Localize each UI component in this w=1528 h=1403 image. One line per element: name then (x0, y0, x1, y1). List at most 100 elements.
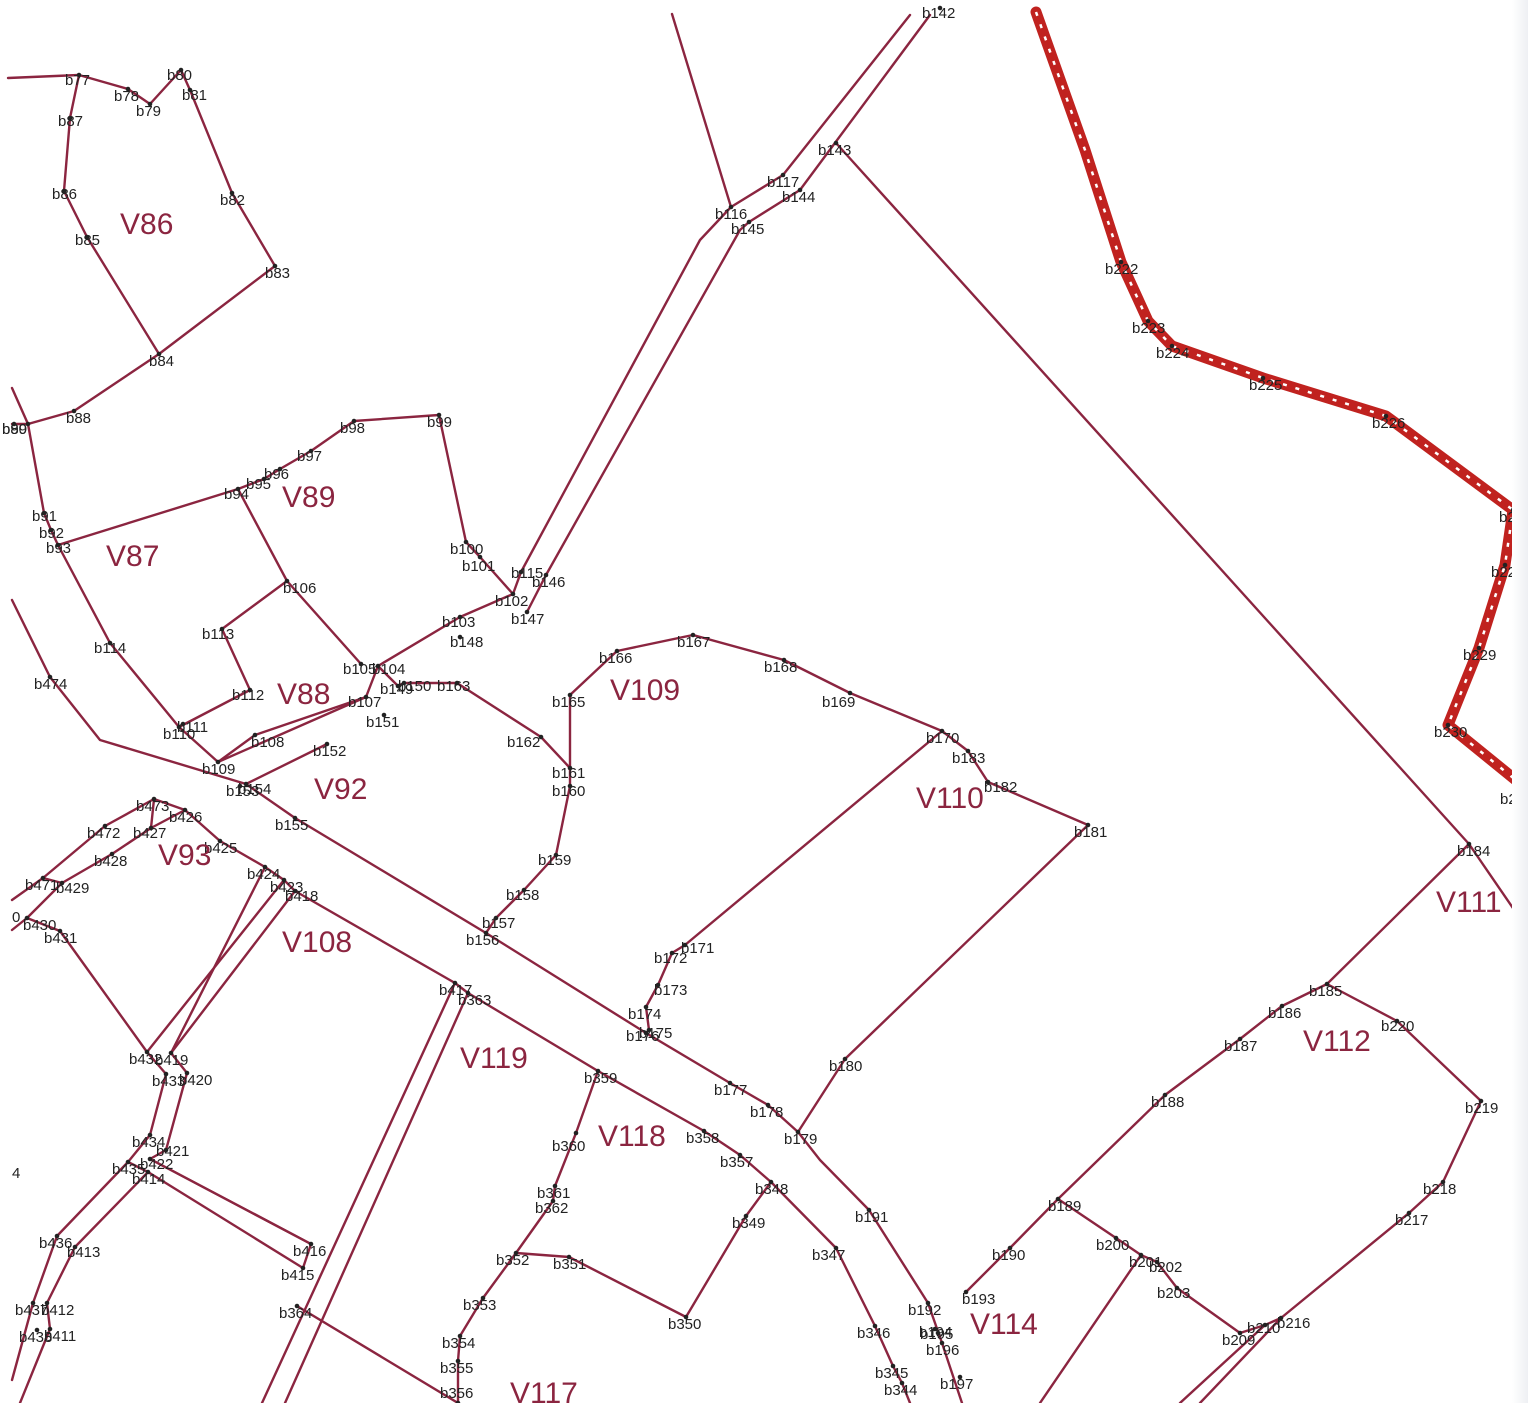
boundary-line (244, 782, 964, 1403)
parcel-label-V108: V108 (282, 926, 352, 959)
vertex-b411 (47, 1326, 53, 1332)
vertex-label-b203: b203 (1157, 1285, 1190, 1302)
vertex-b209 (1237, 1330, 1243, 1336)
parcel-label-V117: V117 (510, 1377, 578, 1403)
vertex-b419 (168, 1050, 174, 1056)
boundary-line (729, 13, 912, 209)
vertex-b424 (262, 864, 268, 870)
vertex-b93 (55, 542, 61, 548)
boundary-line (18, 1160, 150, 1403)
vertex-b90 (11, 421, 17, 427)
vertex-label-b428: b428 (94, 853, 127, 870)
vertex-b225 (1260, 375, 1266, 381)
vertex-label-b216: b216 (1277, 1315, 1310, 1332)
vertex-label-b430: b430 (23, 917, 56, 934)
vertex-b228 (1502, 562, 1508, 568)
vertex-label-b107: b107 (348, 694, 381, 711)
vertex-label-b162: b162 (507, 734, 540, 751)
vertex-b431 (57, 928, 63, 934)
vertex-label-b88: b88 (66, 410, 91, 427)
boundary-line (216, 664, 572, 770)
vertex-b181 (1085, 822, 1091, 828)
vertex-label-b109: b109 (202, 761, 235, 778)
vertex-b79 (147, 101, 153, 107)
vertex-b361 (552, 1183, 558, 1189)
vertex-label-b159: b159 (538, 852, 571, 869)
vertex-label-b161: b161 (552, 765, 585, 782)
vertex-label-b358: b358 (686, 1130, 719, 1147)
vertex-label-b146: b146 (532, 574, 565, 591)
vertex-label-b348: b348 (755, 1181, 788, 1198)
vertex-b167 (690, 632, 696, 638)
vertex-b202 (1154, 1259, 1160, 1265)
vertex-b77 (76, 72, 82, 78)
vertex-b172 (669, 950, 675, 956)
vertex-label-b82: b82 (220, 192, 245, 209)
vertex-b364 (294, 1303, 300, 1309)
vertex-b160 (567, 783, 573, 789)
vertex-b96 (277, 466, 283, 472)
vertex-points (11, 5, 1528, 1403)
vertex-b423 (281, 877, 287, 883)
vertex-label-b193: b193 (962, 1291, 995, 1308)
vertex-label-b431: b431 (44, 930, 77, 947)
vertex-b99 (436, 412, 442, 418)
vertex-b101 (477, 554, 483, 560)
vertex-b349 (743, 1213, 749, 1219)
boundary-line (484, 766, 572, 935)
vertex-label-b188: b188 (1151, 1094, 1184, 1111)
vertex-b142 (937, 5, 943, 11)
vertex-b363 (465, 990, 471, 996)
vertex-label-b148: b148 (450, 634, 483, 651)
boundary-line (525, 220, 751, 614)
vertex-b360 (573, 1130, 579, 1136)
vertex-b116 (728, 204, 734, 210)
vertex-b344 (899, 1380, 905, 1386)
vertex-label-b185: b185 (1309, 983, 1342, 1000)
boundary-line (283, 991, 470, 1403)
vertex-label-b218: b218 (1423, 1181, 1456, 1198)
vertex-b191 (866, 1207, 872, 1213)
vertex-b346 (872, 1323, 878, 1329)
vertex-b216 (1278, 1315, 1284, 1321)
vertex-label-b86: b86 (52, 186, 77, 203)
vertex-b350 (683, 1314, 689, 1320)
vertex-label-b98: b98 (340, 420, 365, 437)
vertex-label-b97: b97 (297, 448, 322, 465)
vertex-label-b110: b110 (163, 726, 195, 743)
vertex-label-b84: b84 (149, 353, 174, 370)
parcel-label-V118: V118 (598, 1120, 666, 1153)
vertex-b154 (243, 781, 249, 787)
vertex-label-b186: b186 (1268, 1005, 1301, 1022)
vertex-label-b190: b190 (992, 1247, 1025, 1264)
vertex-b229 (1476, 645, 1482, 651)
vertex-b158 (521, 887, 527, 893)
vertex-b108 (252, 732, 258, 738)
vertex-label-b424: b424 (247, 866, 280, 883)
vertex-b351 (566, 1254, 572, 1260)
vertex-b153 (237, 783, 243, 789)
vertex-label-b94: b94 (224, 486, 249, 503)
vertex-label-b195: b195 (920, 1326, 953, 1343)
vertex-label-b220: b220 (1381, 1018, 1414, 1035)
vertex-label-b179: b179 (784, 1131, 817, 1148)
vertex-label-b171: b171 (681, 940, 714, 957)
vertex-label-b364: b364 (279, 1305, 312, 1322)
vertex-b218 (1440, 1179, 1446, 1185)
vertex-b166 (614, 648, 620, 654)
vertex-label-b87: b87 (58, 113, 83, 130)
vertex-b85 (84, 234, 90, 240)
vertex-b418 (292, 888, 298, 894)
vertex-label-b115: b115 (511, 565, 543, 582)
boundary-line (1178, 1323, 1267, 1403)
vertex-label-b80: b80 (167, 67, 192, 84)
vertex-label-b354: b354 (442, 1335, 475, 1352)
vertex-label-b418: b418 (285, 888, 318, 905)
vertex-label-b99: b99 (427, 414, 452, 431)
vertex-label-b150: b150 (398, 678, 431, 695)
vertex-b353 (480, 1295, 486, 1301)
parcel-label-V86: V86 (120, 208, 173, 241)
vertex-b150 (401, 680, 407, 686)
vertex-b359 (595, 1068, 601, 1074)
vertex-b184 (1466, 841, 1472, 847)
